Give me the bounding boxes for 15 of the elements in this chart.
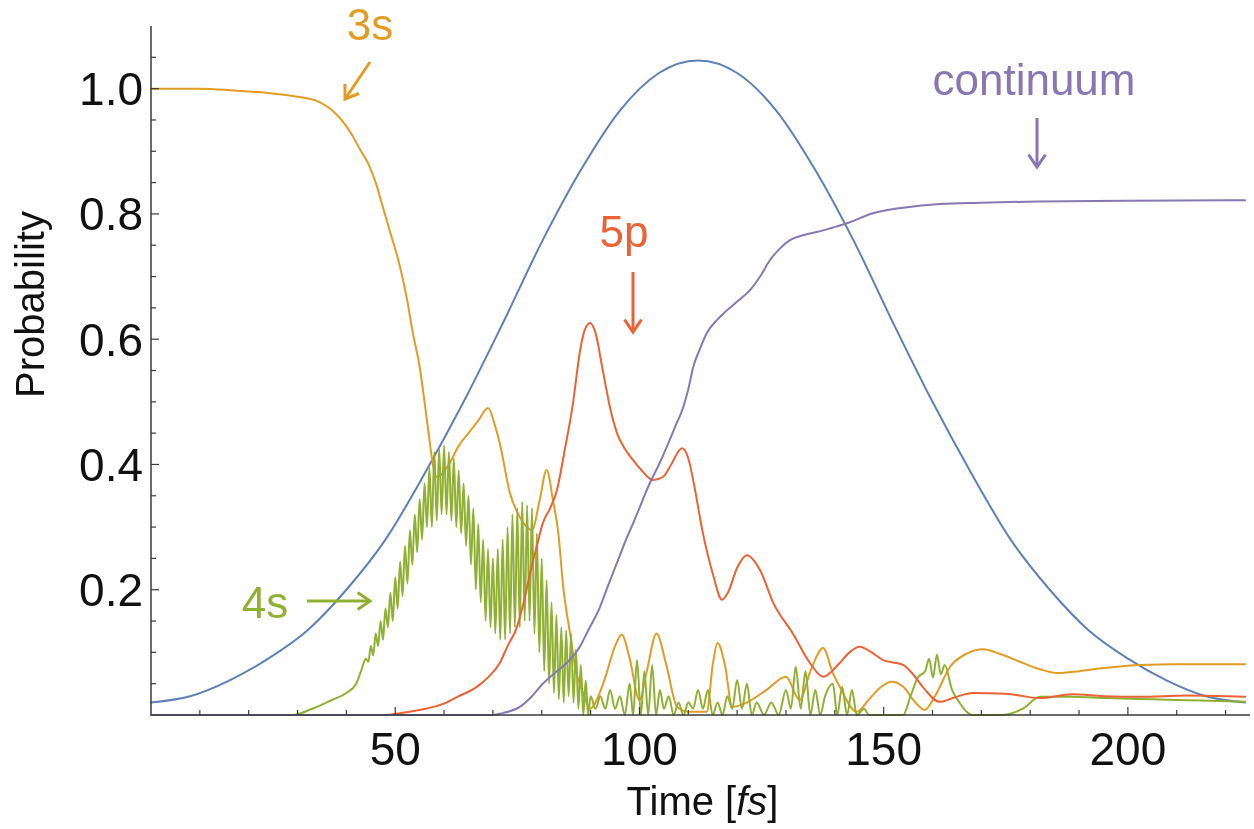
x-tick-label: 100 bbox=[601, 723, 678, 775]
series-label: 5p bbox=[599, 207, 649, 256]
legend-label: 4s bbox=[241, 578, 289, 627]
x-tick-label: 50 bbox=[369, 723, 421, 775]
y-tick-label: 0.2 bbox=[79, 564, 143, 617]
y-tick-label: 0.8 bbox=[79, 188, 143, 241]
y-tick-label: 0.6 bbox=[79, 313, 143, 366]
text: continuum bbox=[932, 55, 1136, 104]
x-tick-label: 200 bbox=[1089, 723, 1167, 775]
x-tick-label: 150 bbox=[845, 723, 923, 775]
y-tick-label: 1.0 bbox=[79, 63, 143, 116]
y-tick-label: 0.4 bbox=[79, 438, 143, 491]
series-label: 3s bbox=[346, 0, 394, 49]
y-axis-title: Probability bbox=[8, 211, 52, 398]
x-axis-title: Time [fs] bbox=[626, 779, 779, 823]
